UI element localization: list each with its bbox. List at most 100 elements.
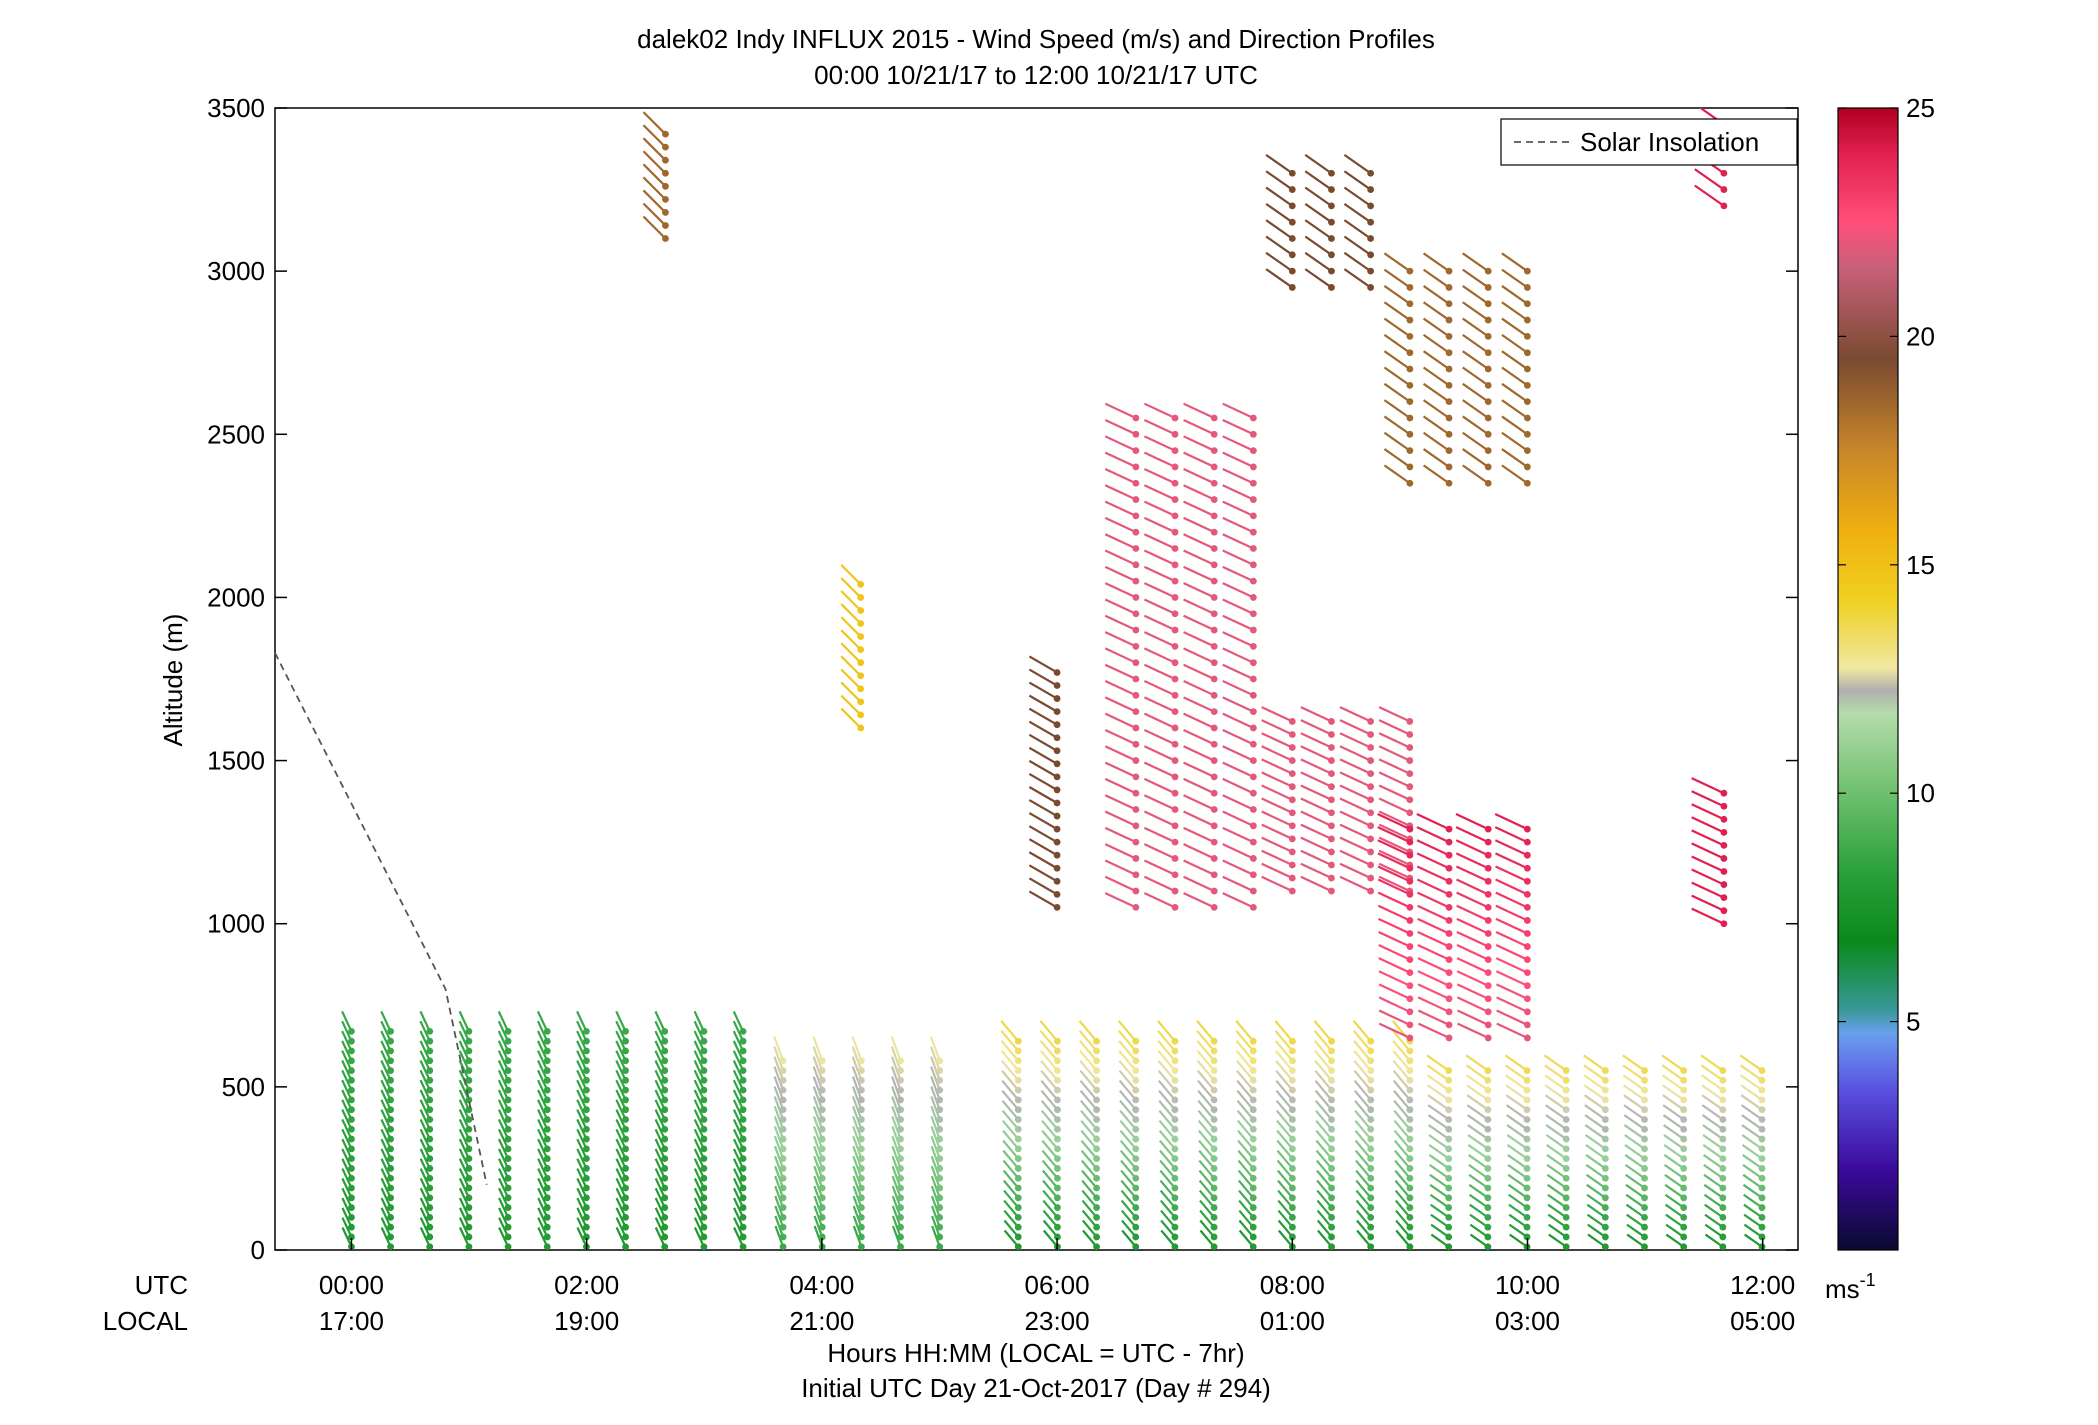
wind-barb-tail <box>1417 904 1450 922</box>
wind-barb-point <box>1014 1223 1022 1231</box>
wind-barb-point <box>1132 1184 1140 1192</box>
wind-barb-point <box>661 1184 669 1192</box>
wind-barb-tail <box>1158 1089 1176 1111</box>
wind-barb-tail <box>458 1118 470 1140</box>
wind-barb-tail <box>1378 996 1411 1013</box>
wind-barb-tail <box>1040 1109 1059 1130</box>
wind-barb-point <box>1132 463 1140 471</box>
wind-barb-tail <box>1462 464 1489 485</box>
wind-barb-tail <box>1378 930 1411 948</box>
wind-barb-tail <box>1467 1144 1489 1160</box>
wind-barb-point <box>1093 1086 1100 1094</box>
wind-barb-tail <box>1235 1060 1255 1082</box>
wind-barb-point <box>1289 1194 1296 1202</box>
wind-barb-point <box>936 1086 944 1094</box>
wind-barb-tail <box>642 111 667 135</box>
wind-barb-point <box>1249 806 1257 813</box>
wind-barb-tail <box>380 1207 392 1228</box>
wind-barb-tail <box>1416 865 1450 883</box>
wind-barb-point <box>504 1194 512 1202</box>
wind-barb-point <box>897 1213 904 1221</box>
wind-barb-point <box>1406 1125 1414 1133</box>
wind-barb-tail <box>341 1207 353 1228</box>
wind-barb-point <box>348 1106 355 1114</box>
wind-barb-point <box>465 1096 473 1104</box>
wind-barb-point <box>1249 561 1257 569</box>
wind-barb-tail <box>891 1175 902 1199</box>
wind-barb-point <box>1523 956 1531 964</box>
wind-barb-point <box>1367 1076 1375 1084</box>
wind-barb-tail <box>1316 1199 1333 1219</box>
wind-barb-tail <box>1041 1139 1059 1160</box>
wind-barb-point <box>1720 920 1728 928</box>
wind-barb-point <box>897 1174 904 1182</box>
wind-barb-tail <box>1199 1219 1215 1238</box>
wind-barb-tail <box>615 1010 627 1032</box>
wind-barb-point <box>1758 1174 1766 1182</box>
wind-barb-tail <box>341 1010 353 1032</box>
wind-barb-tail <box>852 1185 863 1208</box>
wind-barb-point <box>739 1194 747 1202</box>
wind-barb-point <box>1093 1106 1100 1114</box>
wind-barb-point <box>348 1135 355 1143</box>
wind-barb-point <box>1132 659 1140 667</box>
wind-barb-tail <box>693 1118 705 1140</box>
wind-barb-tail <box>1183 467 1215 485</box>
wind-barb-point <box>465 1076 473 1084</box>
wind-barb-point <box>1445 917 1453 924</box>
wind-barb-tail <box>1120 1159 1137 1179</box>
wind-barb-tail <box>1300 745 1332 762</box>
wind-barb-point <box>1445 479 1453 487</box>
wind-barb-point <box>1288 887 1296 895</box>
wind-barb-point <box>1641 1243 1648 1250</box>
wind-barb-point <box>897 1223 904 1231</box>
wind-barb-tail <box>1465 1064 1489 1082</box>
wind-barb-tail <box>1740 1104 1763 1121</box>
wind-barb-point <box>818 1174 826 1182</box>
wind-barb-tail <box>1104 663 1137 680</box>
wind-barb-point <box>1014 1155 1022 1163</box>
wind-barb-tail <box>1028 759 1058 778</box>
wind-barb-tail <box>931 1225 941 1248</box>
wind-barb-point <box>818 1086 826 1094</box>
wind-barb-tail <box>1548 1233 1567 1248</box>
wind-barb-tail <box>1235 1020 1255 1042</box>
wind-barb-point <box>818 1116 826 1123</box>
wind-barb-tail <box>1222 484 1254 501</box>
wind-barb-point <box>1445 1086 1453 1094</box>
wind-barb-tail <box>380 1138 392 1160</box>
wind-barb-tail <box>1197 1129 1215 1150</box>
wind-barb-point <box>936 1135 944 1143</box>
wind-barb-tail <box>1462 285 1489 305</box>
wind-barb-point <box>426 1184 434 1192</box>
wind-barb-point <box>818 1125 826 1133</box>
wind-barb-tail <box>852 1205 863 1228</box>
wind-barb-point <box>897 1204 904 1211</box>
wind-barb-tail <box>732 1060 745 1081</box>
wind-barb-tail <box>1222 402 1254 419</box>
wind-barb-tail <box>1661 1054 1685 1072</box>
wind-barb-tail <box>458 1177 470 1199</box>
wind-barb-point <box>1758 1184 1766 1192</box>
wind-barb-point <box>1367 809 1375 817</box>
wind-barb-tail <box>1041 1129 1059 1150</box>
wind-barb-point <box>1484 1155 1492 1163</box>
wind-barb-point <box>1210 1184 1218 1192</box>
wind-barb-point <box>1288 783 1296 791</box>
wind-barb-tail <box>615 1118 627 1140</box>
wind-barb-tail <box>1585 1154 1606 1170</box>
wind-barb-tail <box>1691 816 1725 834</box>
wind-barb-point <box>661 1243 669 1250</box>
wind-barb-point <box>1367 731 1375 738</box>
wind-barb-point <box>1328 1145 1335 1153</box>
wind-barb-tail <box>419 1138 431 1160</box>
wind-barb-tail <box>1355 1189 1372 1209</box>
wind-barb-point <box>1328 1067 1335 1074</box>
wind-barb-point <box>1406 838 1414 846</box>
wind-barb-point <box>1641 1125 1648 1133</box>
wind-barb-point <box>1484 414 1492 422</box>
wind-barb-tail <box>1315 1159 1333 1179</box>
wind-barb-tail <box>576 1148 588 1169</box>
wind-barb-tail <box>642 189 667 214</box>
wind-barb-point <box>779 1096 787 1104</box>
